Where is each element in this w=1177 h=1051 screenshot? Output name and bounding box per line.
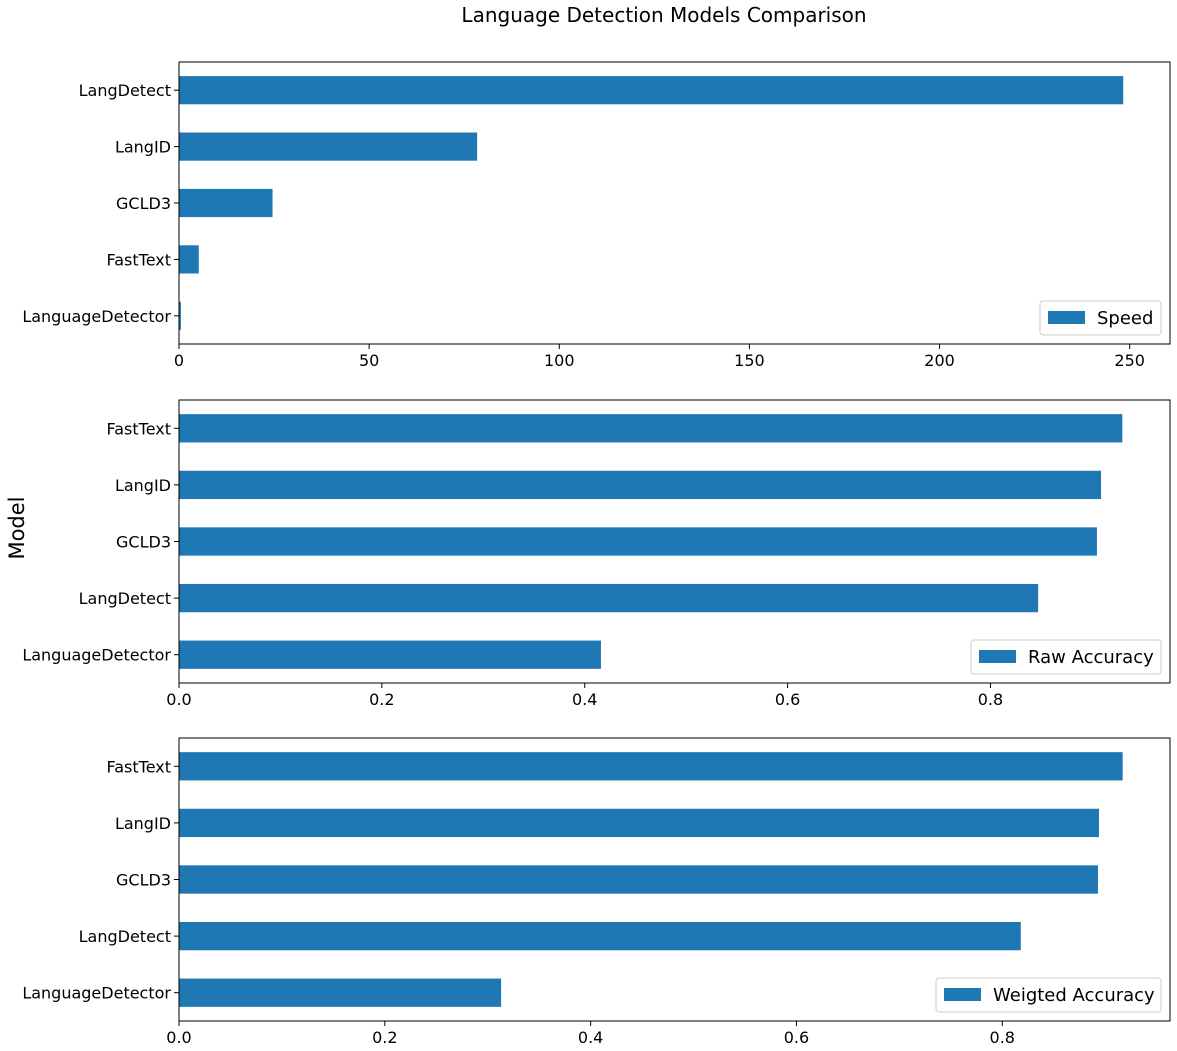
weighted-accuracy-x-tick-label: 0.2 [372,1028,397,1047]
weighted-accuracy-bar-gcld3 [179,865,1098,894]
speed-legend-box [1039,300,1162,336]
weighted-accuracy-legend: Weigted Accuracy [935,977,1162,1013]
weighted-accuracy-bar-languagedetector [179,978,502,1007]
weighted-accuracy-y-tick-label-langdetect: LangDetect [79,927,171,946]
speed-bar-languagedetector [179,301,181,330]
raw-accuracy-chart-panel: FastText LangID GCLD3 LangDetect LanguageDet… [22,399,1171,709]
speed-y-tick-label-langdetect: LangDetect [79,81,171,100]
weighted-accuracy-x-tick-label: 0.0 [166,1028,191,1047]
speed-x-ticks: 0 50 100 150 200 250 [174,344,1145,370]
raw-accuracy-x-ticks: 0.0 0.2 0.4 0.6 0.8 [166,683,1003,709]
figure-title: Language Detection Models Comparison [461,3,866,27]
weighted-accuracy-x-tick-label: 0.6 [784,1028,809,1047]
speed-x-tick-label: 150 [734,351,765,370]
speed-x-tick-label: 100 [544,351,575,370]
weighted-accuracy-legend-label: Weigted Accuracy [993,985,1155,1006]
raw-accuracy-y-tick-label-fasttext: FastText [106,419,171,438]
speed-bar-gcld3 [179,188,273,218]
raw-accuracy-legend-box [970,639,1162,675]
weighted-accuracy-x-tick-label: 0.4 [578,1028,603,1047]
raw-accuracy-bar-langdetect [179,583,1039,613]
raw-accuracy-x-tick-label: 0.6 [775,690,800,709]
raw-accuracy-y-tick-label-languagedetector: LanguageDetector [22,646,171,665]
speed-x-tick-label: 250 [1114,351,1145,370]
weighted-accuracy-bar-fasttext [179,752,1123,781]
raw-accuracy-y-tick-label-gcld3: GCLD3 [116,533,171,552]
speed-legend-label: Speed [1097,308,1153,329]
raw-accuracy-x-tick-label: 0.0 [166,690,191,709]
weighted-accuracy-bar-langdetect [179,921,1021,951]
raw-accuracy-y-tick-label-langid: LangID [115,476,171,495]
raw-accuracy-bar-languagedetector [179,640,601,669]
raw-accuracy-legend-label: Raw Accuracy [1028,647,1154,668]
speed-chart-panel: LangDetect LangID GCLD3 FastText LanguageDet… [22,61,1171,370]
weighted-accuracy-legend-swatch [944,988,981,1001]
speed-x-tick-label: 0 [174,351,184,370]
weighted-accuracy-legend-box [935,977,1162,1013]
weighted-accuracy-x-ticks: 0.0 0.2 0.4 0.6 0.8 [166,1021,1015,1047]
speed-y-ticks: LangDetect LangID GCLD3 FastText LanguageDet… [22,81,179,326]
weighted-accuracy-y-tick-label-fasttext: FastText [106,757,171,776]
raw-accuracy-x-tick-label: 0.8 [978,690,1003,709]
speed-bar-langid [179,132,478,161]
weighted-accuracy-chart-panel: FastText LangID GCLD3 LangDetect LanguageDet… [22,737,1171,1047]
speed-bars [179,76,1124,330]
raw-accuracy-y-tick-label-langdetect: LangDetect [79,589,171,608]
speed-x-tick-label: 50 [359,351,379,370]
raw-accuracy-bar-langid [179,470,1102,500]
speed-y-tick-label-fasttext: FastText [106,250,171,269]
raw-accuracy-y-ticks: FastText LangID GCLD3 LangDetect LanguageDet… [22,419,179,665]
speed-bar-fasttext [179,245,199,274]
weighted-accuracy-y-tick-label-languagedetector: LanguageDetector [22,984,171,1003]
speed-legend-swatch [1048,311,1085,324]
weighted-accuracy-bar-langid [179,808,1099,838]
weighted-accuracy-y-tick-label-gcld3: GCLD3 [116,871,171,890]
speed-x-tick-label: 200 [924,351,955,370]
speed-y-tick-label-langid: LangID [115,138,171,157]
weighted-accuracy-bars [179,752,1123,1007]
y-axis-label: Model [5,496,29,559]
raw-accuracy-legend-swatch [979,650,1016,663]
raw-accuracy-x-tick-label: 0.4 [572,690,597,709]
raw-accuracy-bar-gcld3 [179,527,1097,556]
speed-bar-langdetect [179,76,1124,105]
speed-y-tick-label-languagedetector: LanguageDetector [22,307,171,326]
speed-y-tick-label-gcld3: GCLD3 [116,194,171,213]
speed-legend: Speed [1039,300,1162,336]
raw-accuracy-x-tick-label: 0.2 [369,690,394,709]
weighted-accuracy-y-tick-label-langid: LangID [115,814,171,833]
raw-accuracy-bars [179,414,1123,669]
raw-accuracy-legend: Raw Accuracy [970,639,1162,675]
raw-accuracy-bar-fasttext [179,414,1123,443]
weighted-accuracy-x-tick-label: 0.8 [990,1028,1015,1047]
weighted-accuracy-y-ticks: FastText LangID GCLD3 LangDetect LanguageDet… [22,757,179,1003]
